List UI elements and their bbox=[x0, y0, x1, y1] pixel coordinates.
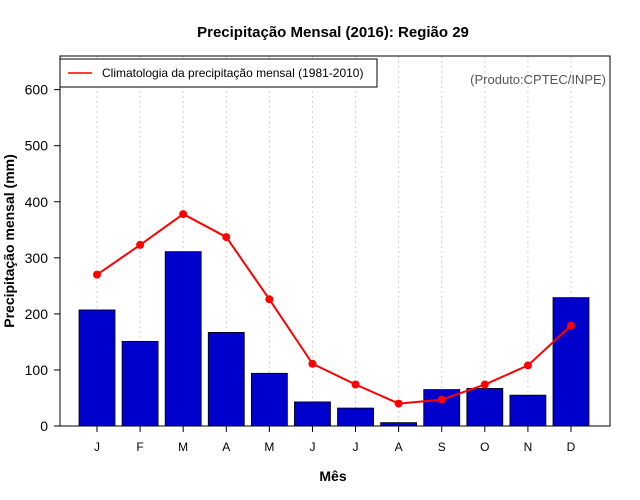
x-tick-label: N bbox=[524, 440, 533, 454]
y-tick-label: 600 bbox=[25, 82, 49, 98]
x-tick-label: M bbox=[264, 440, 274, 454]
bar-0 bbox=[78, 309, 116, 427]
x-tick-label: J bbox=[94, 440, 100, 454]
x-tick-label: F bbox=[136, 440, 143, 454]
bar-2 bbox=[164, 251, 202, 427]
bar-5 bbox=[294, 401, 331, 427]
bar-11 bbox=[552, 297, 590, 427]
x-tick-label: A bbox=[222, 440, 230, 454]
climatology-point-1 bbox=[136, 240, 145, 249]
climatology-point-10 bbox=[523, 361, 532, 370]
climatology-point-8 bbox=[437, 395, 446, 404]
y-tick-label: 100 bbox=[25, 362, 49, 378]
x-tick-label: S bbox=[438, 440, 446, 454]
climatology-point-11 bbox=[567, 321, 575, 330]
legend: Climatologia da precipitação mensal (198… bbox=[59, 58, 378, 88]
bar-3 bbox=[207, 331, 245, 427]
bar-10 bbox=[509, 394, 547, 427]
climatology-point-5 bbox=[308, 359, 317, 368]
bar-7 bbox=[380, 422, 418, 427]
y-axis: 0 100 200 300 400 500 600 bbox=[25, 82, 60, 434]
x-tick-label: J bbox=[353, 440, 359, 454]
climatology-point-0 bbox=[93, 270, 101, 279]
plot-frame bbox=[59, 55, 611, 427]
x-tick-label: A bbox=[395, 440, 403, 454]
bars bbox=[78, 251, 590, 427]
climatology-point-3 bbox=[222, 233, 231, 242]
y-tick-label: 200 bbox=[25, 306, 49, 322]
bar-1 bbox=[121, 340, 159, 427]
y-tick-label: 500 bbox=[25, 138, 49, 154]
x-tick-label: M bbox=[178, 440, 188, 454]
climatology-point-2 bbox=[179, 210, 188, 219]
legend-box bbox=[59, 58, 378, 88]
y-axis-title: Precipitação mensal (mm) bbox=[1, 154, 17, 328]
bar-9 bbox=[466, 388, 504, 427]
climatology-point-4 bbox=[265, 295, 274, 304]
climatology-point-7 bbox=[394, 399, 403, 408]
bar-4 bbox=[250, 372, 288, 427]
x-tick-label: D bbox=[567, 440, 576, 454]
legend-entry-climatology: Climatologia da precipitação mensal (198… bbox=[102, 66, 363, 80]
climatology-point-6 bbox=[351, 380, 360, 389]
x-axis-title: Mês bbox=[319, 468, 346, 484]
x-tick-label: J bbox=[309, 440, 315, 454]
y-tick-label: 0 bbox=[40, 418, 48, 434]
climatology-point-9 bbox=[480, 380, 489, 389]
climatology-polyline bbox=[96, 212, 572, 405]
y-tick-label: 300 bbox=[25, 250, 49, 266]
climatology-line bbox=[93, 210, 575, 408]
credit-annotation: (Produto:CPTEC/INPE) bbox=[470, 72, 606, 87]
chart-title: Precipitação Mensal (2016): Região 29 bbox=[197, 24, 469, 41]
y-tick-label: 400 bbox=[25, 194, 49, 210]
bar-6 bbox=[337, 407, 374, 427]
x-tick-label: O bbox=[480, 440, 489, 454]
